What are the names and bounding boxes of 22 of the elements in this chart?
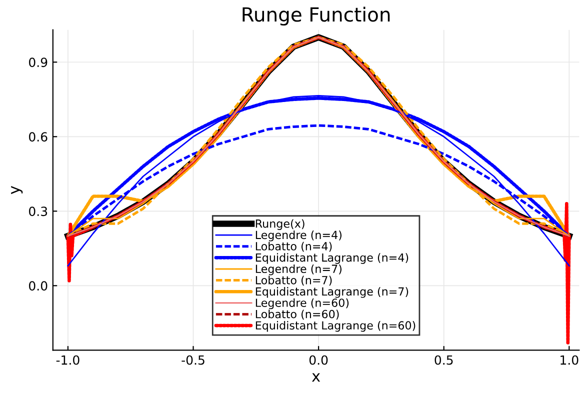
legend-label: Legendre (n=60)	[256, 298, 349, 310]
legend-label: Equidistant Lagrange (n=7)	[256, 287, 408, 298]
x-tick-label: -0.5	[182, 355, 204, 365]
legend-label: Lobatto (n=4)	[256, 242, 332, 252]
x-axis-title: x	[312, 373, 320, 382]
legend-label: Equidistant Lagrange (n=4)	[256, 253, 408, 264]
y-tick-label: 0.0	[29, 281, 48, 291]
legend-label: Lobatto (n=60)	[256, 310, 339, 320]
x-tick-label: 1.0	[560, 355, 578, 365]
chart-title: Runge Function	[242, 6, 390, 26]
legend-label: Runge(x)	[256, 219, 304, 230]
legend-label: Legendre (n=4)	[256, 230, 342, 242]
y-tick-label: 0.3	[29, 206, 48, 216]
x-tick-label: -1.0	[56, 355, 80, 365]
legend-label: Lobatto (n=7)	[256, 276, 332, 286]
legend-label: Legendre (n=7)	[256, 264, 342, 276]
legend-label: Equidistant Lagrange (n=60)	[256, 320, 416, 332]
y-axis-title: y	[11, 186, 23, 194]
y-tick-label: 0.6	[29, 132, 48, 142]
x-tick-label: 0.0	[309, 355, 328, 365]
x-tick-label: 0.5	[434, 355, 453, 365]
y-tick-label: 0.9	[29, 58, 48, 68]
